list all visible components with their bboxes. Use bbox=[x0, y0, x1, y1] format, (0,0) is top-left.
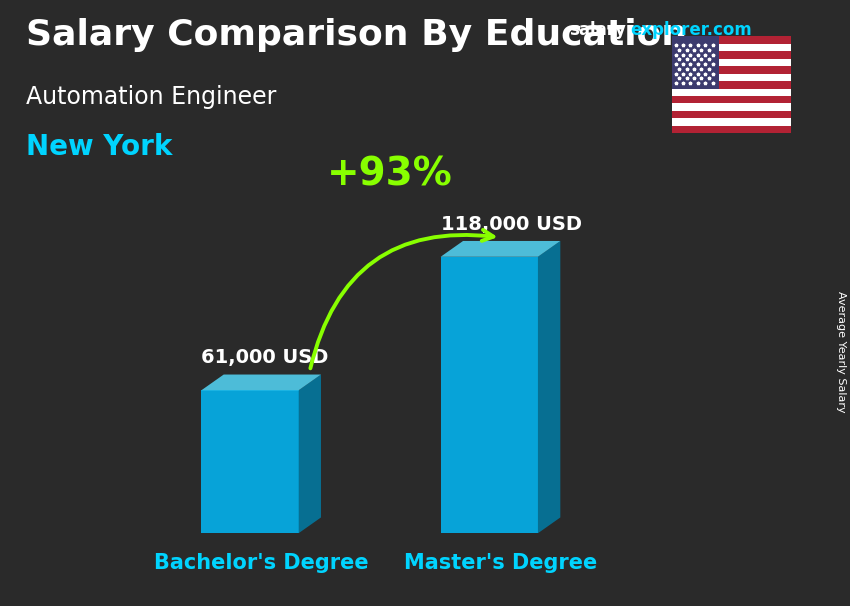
Text: Bachelor's Degree: Bachelor's Degree bbox=[154, 553, 368, 573]
Polygon shape bbox=[201, 375, 321, 390]
Bar bbox=[672, 104, 790, 111]
Text: 118,000 USD: 118,000 USD bbox=[440, 215, 581, 234]
Bar bbox=[672, 96, 790, 104]
Bar bbox=[672, 126, 790, 133]
Bar bbox=[672, 66, 790, 74]
Polygon shape bbox=[440, 241, 560, 257]
Bar bbox=[672, 118, 790, 126]
Bar bbox=[672, 111, 790, 118]
Bar bbox=[672, 59, 790, 66]
Text: New York: New York bbox=[26, 133, 172, 161]
Text: Automation Engineer: Automation Engineer bbox=[26, 85, 276, 109]
Polygon shape bbox=[201, 390, 298, 533]
Bar bbox=[672, 81, 790, 88]
Polygon shape bbox=[440, 257, 538, 533]
Polygon shape bbox=[298, 375, 321, 533]
Text: salary: salary bbox=[570, 21, 626, 39]
Text: 61,000 USD: 61,000 USD bbox=[201, 348, 329, 367]
Bar bbox=[672, 44, 790, 52]
Text: Master's Degree: Master's Degree bbox=[404, 553, 597, 573]
Bar bbox=[672, 36, 719, 88]
Text: +93%: +93% bbox=[327, 155, 453, 193]
Bar bbox=[672, 36, 790, 44]
Bar bbox=[672, 52, 790, 59]
Text: Average Yearly Salary: Average Yearly Salary bbox=[836, 291, 846, 412]
Bar bbox=[672, 74, 790, 81]
Polygon shape bbox=[538, 241, 560, 533]
Text: Salary Comparison By Education: Salary Comparison By Education bbox=[26, 18, 687, 52]
Bar bbox=[672, 88, 790, 96]
Text: explorer.com: explorer.com bbox=[631, 21, 752, 39]
